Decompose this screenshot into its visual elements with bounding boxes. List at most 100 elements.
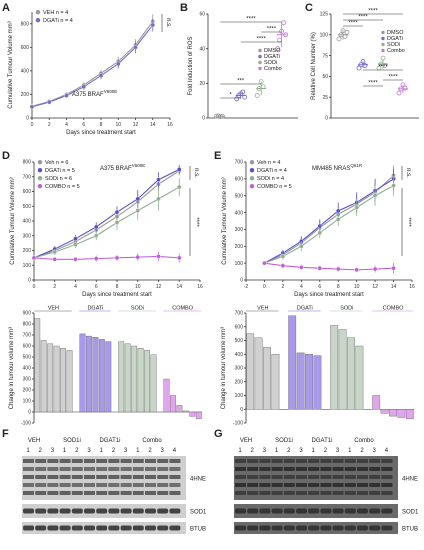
blot-band — [23, 508, 34, 514]
blot-band — [308, 467, 320, 471]
blot-band — [296, 459, 307, 463]
blot-band — [247, 459, 259, 463]
bar — [60, 348, 67, 413]
legend-entry: DGATi n = 4 — [43, 18, 73, 24]
blot-band — [271, 491, 283, 495]
blot-band — [357, 525, 368, 531]
sig-label-2: **** — [405, 217, 411, 227]
y-tick-label: 60 — [199, 12, 205, 18]
bar — [85, 335, 92, 413]
legend-marker — [258, 48, 262, 53]
blot-band — [247, 483, 259, 487]
band-label: BTUB — [190, 527, 206, 533]
data-point — [73, 236, 78, 241]
data-point — [135, 196, 141, 202]
blot-band — [308, 459, 320, 463]
blot-band — [59, 508, 71, 514]
x-tick-label: 4 — [65, 122, 68, 128]
panel-letter-e: E — [214, 150, 222, 162]
data-point — [262, 260, 267, 266]
y-tick-label: 700 — [23, 333, 32, 339]
y-tick-label: 500 — [23, 204, 32, 210]
sig-label: **** — [257, 37, 267, 43]
blot-band — [320, 491, 332, 495]
blot-band — [120, 483, 132, 487]
sig-label: n.s. — [165, 18, 171, 28]
data-point — [378, 61, 384, 67]
data-point — [219, 113, 225, 119]
blot-band — [235, 508, 246, 514]
bar — [246, 333, 255, 410]
blot-band — [344, 467, 356, 471]
blot-group-label: SOD1i — [275, 438, 293, 444]
y-tick-label: 500 — [235, 338, 244, 344]
blot-band — [308, 525, 320, 531]
blot-band — [157, 483, 169, 487]
y-tick-label: 40 — [199, 46, 205, 52]
x-tick-label: 2 — [48, 122, 51, 128]
x-tick-label: 0 — [263, 284, 266, 290]
blot-band — [145, 491, 156, 495]
x-tick-label: 6 — [318, 284, 321, 290]
sig-label: n.s. — [405, 168, 411, 178]
blot-band — [357, 467, 368, 471]
bar — [169, 395, 176, 413]
blot-band — [259, 475, 271, 479]
y-tick-label: 300 — [23, 377, 32, 383]
blot-band — [132, 483, 144, 487]
lane-number: 3 — [51, 448, 55, 454]
blot-band — [71, 508, 83, 514]
y-tick-label: 400 — [235, 352, 244, 358]
blot-band — [357, 491, 368, 495]
data-point — [335, 208, 341, 214]
blot-band — [381, 467, 393, 471]
blot-band — [108, 525, 120, 531]
group-label: VEH — [48, 306, 59, 312]
lane-number: 2 — [39, 448, 43, 454]
data-point — [275, 46, 281, 52]
blot-band — [71, 483, 83, 487]
y-tick-label: 600 — [235, 324, 244, 330]
data-point — [114, 220, 120, 225]
data-point — [115, 61, 121, 67]
blot-band — [35, 508, 47, 514]
x-tick-label: 14 — [176, 284, 182, 290]
bar — [92, 337, 99, 413]
legend-marker — [35, 18, 41, 23]
data-point — [176, 255, 182, 261]
blot-band — [271, 459, 283, 463]
x-tick-label: 16 — [167, 122, 173, 128]
blot-band — [259, 467, 271, 471]
lane-number: 1 — [275, 448, 279, 454]
blot-band — [84, 475, 95, 479]
y-tick-label: 300 — [235, 227, 244, 233]
legend-entry: Veh n = 4 — [257, 160, 280, 166]
blot-band — [357, 475, 368, 479]
blot-band — [169, 508, 181, 514]
panel-letter-a: A — [2, 2, 10, 14]
blot-group-label: SOD1i — [63, 438, 81, 444]
blot-band — [320, 475, 332, 479]
sig-label: **** — [358, 15, 368, 21]
data-point — [234, 96, 240, 102]
bar — [98, 339, 105, 413]
blot-group-label: Combo — [142, 438, 162, 444]
blot-band — [35, 491, 47, 495]
blot-band — [23, 459, 34, 463]
data-point — [156, 177, 161, 183]
blot-band — [96, 483, 108, 487]
blot-band — [145, 467, 156, 471]
sig-label: **** — [368, 9, 378, 15]
data-point — [93, 224, 99, 230]
legend-marker — [381, 30, 385, 35]
blot-band — [96, 467, 108, 471]
blot-band — [320, 467, 332, 471]
blot-band — [332, 483, 344, 487]
bar — [330, 325, 339, 410]
blot-band — [145, 508, 156, 514]
blot-band — [96, 459, 108, 463]
blot-band — [71, 525, 83, 531]
sig-label: n.s. — [193, 168, 199, 178]
data-point — [317, 230, 323, 236]
y-tick-label: 700 — [23, 174, 32, 180]
